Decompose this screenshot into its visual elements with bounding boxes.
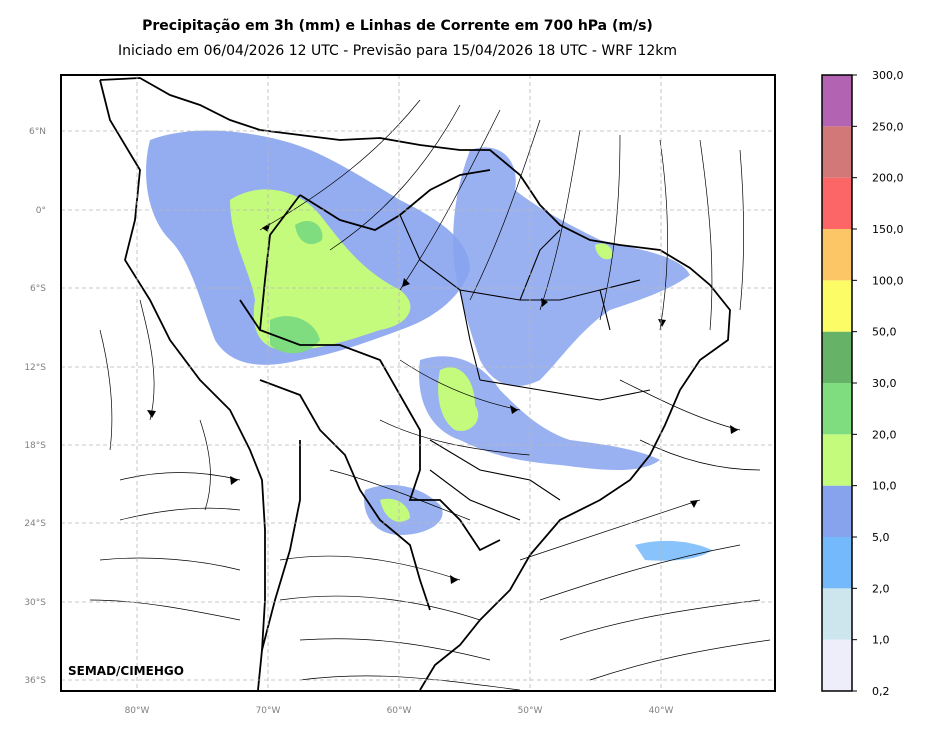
colorbar-label: 30,0	[872, 377, 897, 390]
colorbar-swatch	[822, 537, 852, 589]
colorbar: 0,2 1,0 2,0 5,0 10,0 20,0 30,0 50,0 100,0 150,0 20…	[821, 69, 904, 698]
lon-label: 80°W	[125, 706, 150, 716]
colorbar-label: 1,0	[872, 634, 890, 647]
lat-label: 12°S	[24, 363, 46, 373]
map-subtitle: Iniciado em 06/04/2026 12 UTC - Previsão…	[117, 43, 678, 59]
lat-label: 6°S	[30, 284, 46, 294]
map-frame	[60, 74, 776, 692]
colorbar-swatch	[822, 331, 852, 383]
lat-labels: 6°N 0° 6°S 12°S 18°S 24°S 30°S 36°S	[24, 127, 46, 686]
colorbar-label: 5,0	[872, 531, 890, 544]
colorbar-label: 150,0	[872, 223, 904, 236]
colorbar-swatch	[822, 639, 852, 691]
lat-label: 0°	[36, 206, 46, 216]
colorbar-label: 10,0	[872, 480, 897, 493]
lon-label: 60°W	[387, 706, 412, 716]
colorbar-swatch	[822, 588, 852, 640]
state-borders	[399, 214, 651, 521]
lon-label: 70°W	[256, 706, 281, 716]
country-borders	[99, 77, 731, 691]
colorbar-label: 300,0	[872, 69, 904, 82]
colorbar-swatch	[822, 75, 852, 127]
colorbar-swatch	[822, 177, 852, 229]
precip-amazon-east	[453, 147, 690, 387]
precip-central	[419, 356, 660, 470]
lat-label: 36°S	[24, 676, 46, 686]
lon-label: 50°W	[518, 706, 543, 716]
streamline-arrows	[147, 223, 738, 584]
bolivia-paraguay-border	[259, 379, 431, 611]
precip-ne-coast	[595, 243, 613, 260]
precipitation-field	[146, 130, 712, 561]
lat-label: 30°S	[24, 598, 46, 608]
colorbar-label: 50,0	[872, 326, 897, 339]
streamlines	[89, 99, 771, 691]
colorbar-swatch	[822, 229, 852, 281]
lon-labels: 80°W 70°W 60°W 50°W 40°W	[125, 706, 674, 716]
colorbar-label: 2,0	[872, 582, 890, 595]
map-gridlines	[61, 75, 775, 691]
colorbar-swatch	[822, 434, 852, 486]
colorbar-label: 100,0	[872, 274, 904, 287]
colorbar-swatch	[822, 485, 852, 537]
lon-label: 40°W	[649, 706, 674, 716]
lat-label: 6°N	[29, 127, 46, 137]
colorbar-label: 0,2	[872, 685, 890, 698]
precip-central-core	[438, 367, 479, 431]
lat-label: 18°S	[24, 441, 46, 451]
precip-paraguay-core	[380, 498, 410, 522]
map-title: Precipitação em 3h (mm) e Linhas de Corr…	[142, 18, 653, 34]
colorbar-label: 250,0	[872, 120, 904, 133]
credit-label: SEMAD/CIMEHGO	[68, 664, 184, 678]
south-america-coastline	[99, 77, 731, 691]
colorbar-swatch	[822, 280, 852, 332]
precip-amazon-strong	[270, 220, 323, 354]
argentina-chile-border	[261, 440, 301, 651]
colorbar-swatch	[822, 383, 852, 435]
colorbar-label: 200,0	[872, 172, 904, 185]
colorbar-swatch	[822, 126, 852, 178]
precip-ocean	[635, 540, 712, 561]
lat-label: 24°S	[24, 519, 46, 529]
colorbar-label: 20,0	[872, 428, 897, 441]
